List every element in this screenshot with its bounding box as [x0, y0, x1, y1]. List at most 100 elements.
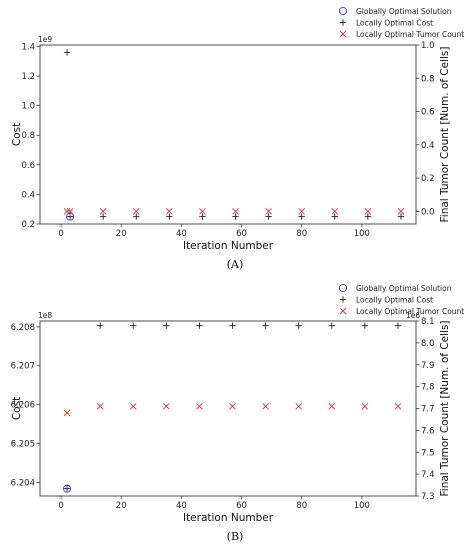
y-axis-label: Cost — [11, 123, 23, 146]
plot-frame — [39, 320, 417, 497]
chart-panel-b: 0 20 40 60 80 100 6.204 6.205 6.206 6.207 6.208 7.3… — [11, 283, 464, 543]
y2-tick-label: 7.4 — [421, 470, 435, 480]
y2-tick-label: 1.0 — [421, 41, 435, 51]
data-point — [232, 207, 239, 215]
data-point — [265, 207, 272, 215]
legend-label: Locally Optimal Cost — [356, 296, 433, 305]
data-point-b — [364, 207, 372, 215]
y2-tick-label: 0.6 — [421, 108, 435, 118]
data-point — [163, 322, 170, 329]
panel-caption: (A) — [227, 258, 244, 271]
data-point — [397, 213, 405, 220]
data-point — [129, 402, 137, 410]
legend-label: Locally Optimal Cost — [356, 19, 433, 28]
y-tick-label: 0.6 — [21, 161, 35, 171]
y2-tick-label: 7.8 — [421, 383, 435, 393]
data-point — [196, 322, 203, 329]
y2-tick-label: 0.2 — [421, 174, 435, 184]
x-tick-label: 0 — [58, 501, 63, 511]
legend-label: Globally Optimal Solution — [356, 7, 452, 16]
data-point — [163, 402, 170, 410]
y2-multiplier: 1e6 — [406, 311, 420, 320]
y-multiplier: 1e9 — [38, 35, 52, 44]
legend-marker — [339, 307, 347, 315]
data-point — [394, 322, 402, 329]
legend-marker-b — [339, 30, 347, 38]
data-point-b — [163, 402, 170, 410]
y2-tick-label: 8.1 — [421, 317, 435, 327]
x-tick-label: 0 — [58, 229, 63, 239]
chart-panel-a: 0 20 40 60 80 100 0.2 0.4 0.6 0.8 1.0 1.2 1.4 0.0 0.2 0… — [11, 6, 464, 271]
y2-tick-label: 7.6 — [421, 426, 435, 436]
data-point-b — [96, 402, 104, 410]
data-point — [66, 207, 74, 215]
data-point-b — [63, 409, 71, 417]
data-point — [66, 212, 75, 221]
data-point-b — [262, 402, 269, 410]
data-point — [232, 213, 239, 220]
data-point — [298, 207, 306, 215]
data-point-b — [361, 402, 369, 410]
y-tick-label: 1.4 — [21, 42, 35, 52]
data-point — [295, 322, 302, 329]
y2-tick-label: 7.9 — [421, 361, 435, 371]
y2-tick-label: 7.5 — [421, 448, 435, 458]
data-point — [364, 213, 372, 220]
data-point — [298, 213, 305, 220]
data-point — [199, 213, 206, 220]
data-point-b — [99, 207, 107, 215]
x-tick-label: 100 — [354, 501, 370, 511]
data-point — [99, 213, 107, 220]
y-tick-label: 1.0 — [21, 102, 35, 112]
data-point-b — [295, 402, 303, 410]
data-point — [361, 322, 369, 329]
data-point — [63, 484, 72, 493]
data-point-b — [63, 207, 71, 215]
data-point — [66, 213, 74, 220]
data-point — [229, 322, 236, 329]
y-tick-label: 6.205 — [11, 440, 35, 450]
data-point — [229, 402, 236, 410]
data-point — [331, 213, 338, 220]
x-tick-label: 20 — [116, 229, 127, 239]
legend-marker — [339, 19, 347, 26]
data-point-b — [331, 207, 339, 215]
data-point — [397, 207, 405, 215]
data-point-b — [232, 207, 239, 215]
x-tick-label: 80 — [296, 501, 307, 511]
data-point — [63, 409, 71, 417]
legend-label: Locally Optimal Tumor Count — [356, 307, 464, 316]
legend-marker — [339, 296, 347, 303]
x-tick-label: 40 — [176, 501, 187, 511]
data-point — [63, 207, 71, 215]
data-point-b — [166, 207, 173, 215]
data-point — [262, 402, 269, 410]
data-point — [166, 213, 173, 220]
y2-axis-label: Final Tumor Count [Num. of Cells] — [439, 47, 451, 223]
data-point-b — [129, 402, 137, 410]
data-point — [132, 207, 140, 215]
x-tick-label: 40 — [176, 229, 187, 239]
x-tick-label: 80 — [296, 229, 307, 239]
data-point — [394, 402, 402, 410]
data-point — [328, 322, 335, 329]
data-point-b — [298, 207, 306, 215]
data-point-b — [394, 402, 402, 410]
data-point — [133, 213, 140, 220]
legend-marker — [338, 283, 348, 293]
data-point — [96, 322, 104, 329]
data-point-b — [328, 402, 336, 410]
panel-caption: (B) — [227, 530, 244, 543]
data-point — [265, 213, 272, 220]
data-point-b — [66, 207, 74, 215]
data-point-b — [199, 207, 206, 215]
data-point — [99, 207, 107, 215]
y2-tick-label: 8.0 — [421, 339, 435, 349]
legend-label: Globally Optimal Solution — [356, 284, 452, 293]
data-point — [361, 402, 369, 410]
y-tick-label: 1.2 — [21, 72, 35, 82]
y2-tick-label: 7.3 — [421, 492, 435, 502]
x-tick-label: 20 — [116, 501, 127, 511]
y2-axis-label: Final Tumor Count [Num. of Cells] — [439, 321, 451, 497]
